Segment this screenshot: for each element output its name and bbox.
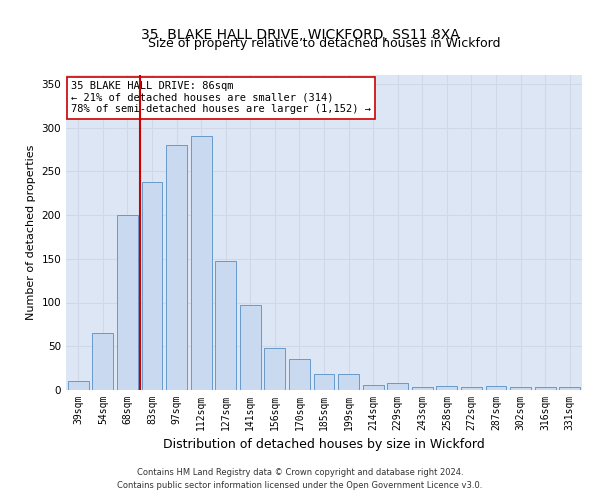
Bar	[68, 381, 89, 390]
Text: Contains HM Land Registry data © Crown copyright and database right 2024.: Contains HM Land Registry data © Crown c…	[137, 468, 463, 477]
Bar	[535, 388, 556, 390]
Bar	[510, 388, 531, 390]
Title: Size of property relative to detached houses in Wickford: Size of property relative to detached ho…	[148, 37, 500, 50]
Bar	[559, 388, 580, 390]
Bar	[117, 215, 138, 390]
Bar	[387, 383, 408, 390]
Text: 35 BLAKE HALL DRIVE: 86sqm
← 21% of detached houses are smaller (314)
78% of sem: 35 BLAKE HALL DRIVE: 86sqm ← 21% of deta…	[71, 82, 371, 114]
Bar	[191, 136, 212, 390]
Bar	[461, 388, 482, 390]
Y-axis label: Number of detached properties: Number of detached properties	[26, 145, 36, 320]
Bar	[412, 386, 433, 390]
Text: 35, BLAKE HALL DRIVE, WICKFORD, SS11 8XA: 35, BLAKE HALL DRIVE, WICKFORD, SS11 8XA	[140, 28, 460, 42]
X-axis label: Distribution of detached houses by size in Wickford: Distribution of detached houses by size …	[163, 438, 485, 452]
Bar	[142, 182, 163, 390]
Bar	[485, 386, 506, 390]
Bar	[265, 348, 286, 390]
Bar	[338, 374, 359, 390]
Bar	[314, 374, 334, 390]
Bar	[240, 305, 261, 390]
Bar	[92, 333, 113, 390]
Bar	[166, 145, 187, 390]
Bar	[289, 360, 310, 390]
Bar	[362, 385, 383, 390]
Bar	[215, 260, 236, 390]
Bar	[436, 386, 457, 390]
Text: Contains public sector information licensed under the Open Government Licence v3: Contains public sector information licen…	[118, 482, 482, 490]
